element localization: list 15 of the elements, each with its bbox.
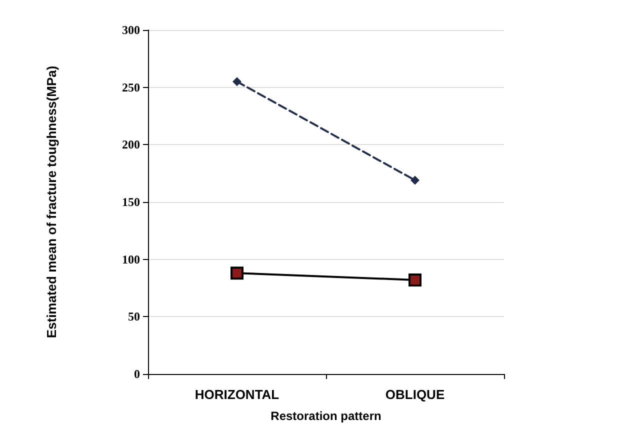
y-tick-label: 150 <box>122 195 140 209</box>
y-axis-title: Estimated mean of fracture toughness(MPa) <box>44 66 59 338</box>
y-tick-label: 0 <box>134 367 140 381</box>
point <box>230 266 244 280</box>
x-tick-label: HORIZONTAL <box>194 387 280 402</box>
y-tick-label: 300 <box>122 23 140 37</box>
point <box>408 273 422 286</box>
y-tick-label: 50 <box>128 310 140 324</box>
x-axis-title: Restoration pattern <box>270 409 382 423</box>
point <box>232 77 242 86</box>
y-tick-label: 200 <box>122 138 140 152</box>
y-tick-label: 250 <box>122 80 140 94</box>
y-tick-label: 100 <box>122 252 140 266</box>
x-tick-label: OBLIQUE <box>385 387 445 402</box>
point <box>410 176 420 185</box>
